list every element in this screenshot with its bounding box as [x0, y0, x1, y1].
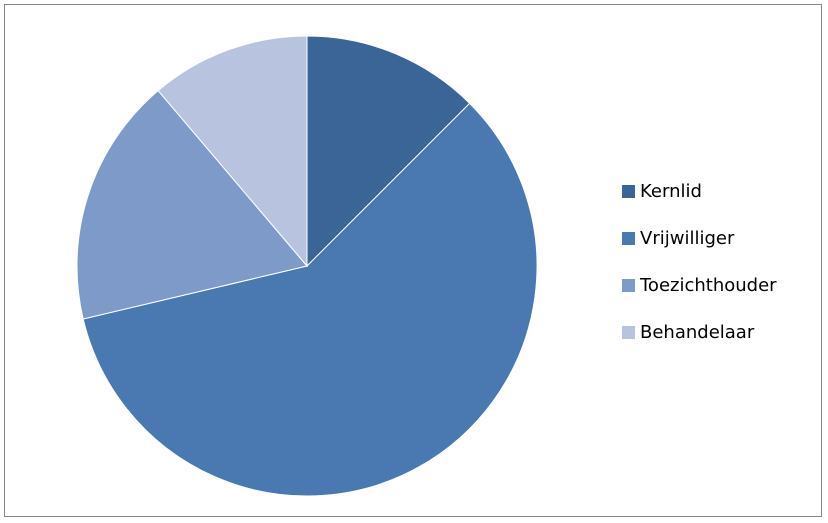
pie-slice-vrijwilliger [82, 102, 538, 497]
legend-item-vrijwilliger: Vrijwilliger [622, 226, 777, 250]
pie-slice-toezichthouder [76, 89, 308, 320]
legend-item-behandelaar: Behandelaar [622, 320, 777, 344]
pie-slice-behandelaar [157, 35, 308, 268]
legend-item-kernlid: Kernlid [622, 179, 777, 203]
legend-label-behandelaar: Behandelaar [640, 321, 755, 343]
legend-label-kernlid: Kernlid [640, 180, 702, 202]
legend-swatch-toezichthouder [622, 278, 635, 292]
legend-label-toezichthouder: Toezichthouder [640, 274, 777, 296]
legend: Kernlid Vrijwilliger Toezichthouder Beha… [622, 179, 777, 367]
pie-slice-kernlid [306, 35, 471, 268]
legend-item-toezichthouder: Toezichthouder [622, 273, 777, 297]
legend-swatch-vrijwilliger [622, 231, 635, 245]
legend-label-vrijwilliger: Vrijwilliger [640, 227, 735, 249]
legend-swatch-kernlid [622, 184, 635, 198]
pie-slices [76, 35, 538, 497]
legend-swatch-behandelaar [622, 325, 635, 339]
